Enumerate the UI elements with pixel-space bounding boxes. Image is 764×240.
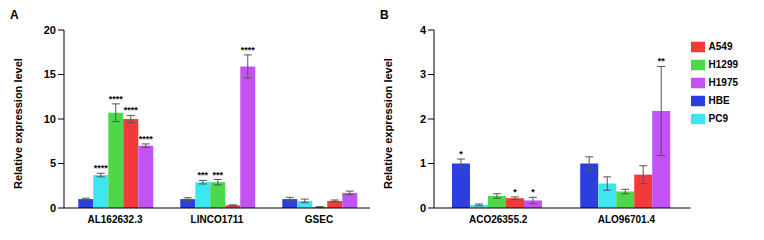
svg-text:Relative expression level: Relative expression level — [382, 58, 394, 189]
svg-text:ALO96701.4: ALO96701.4 — [598, 214, 656, 225]
svg-text:20: 20 — [44, 24, 56, 36]
svg-text:1: 1 — [420, 157, 426, 169]
html-text:HBE: HBE — [708, 95, 730, 106]
svg-text:****: **** — [94, 163, 109, 173]
svg-text:0: 0 — [420, 202, 426, 214]
svg-text:*: * — [459, 149, 463, 159]
svg-text:5: 5 — [50, 157, 56, 169]
svg-text:10: 10 — [44, 113, 56, 125]
svg-text:**: ** — [658, 56, 666, 66]
html-text:H1975: H1975 — [708, 77, 738, 88]
svg-text:***: *** — [198, 170, 209, 180]
svg-text:GSEC: GSEC — [305, 214, 333, 225]
svg-text:2: 2 — [420, 113, 426, 125]
svg-text:****: **** — [241, 45, 256, 55]
svg-text:LINCO1711: LINCO1711 — [191, 214, 244, 225]
svg-text:****: **** — [139, 134, 154, 144]
svg-text:****: **** — [124, 105, 139, 115]
svg-text:Relative expression level: Relative expression level — [12, 58, 24, 189]
svg-text:****: **** — [109, 94, 124, 104]
svg-text:***: *** — [213, 170, 224, 180]
html-text:A: A — [10, 8, 19, 22]
svg-text:AL162632.3: AL162632.3 — [87, 214, 142, 225]
svg-text:*: * — [513, 187, 517, 197]
svg-text:4: 4 — [420, 24, 427, 36]
svg-text:3: 3 — [420, 68, 426, 80]
svg-text:*: * — [531, 187, 535, 197]
html-text:PC9: PC9 — [708, 113, 728, 124]
html-text:H1299: H1299 — [708, 59, 738, 70]
svg-text:0: 0 — [50, 202, 56, 214]
html-text:A549: A549 — [708, 41, 733, 52]
svg-text:15: 15 — [44, 68, 56, 80]
svg-text:ACO26355.2: ACO26355.2 — [469, 214, 528, 225]
html-text:B: B — [380, 8, 389, 22]
